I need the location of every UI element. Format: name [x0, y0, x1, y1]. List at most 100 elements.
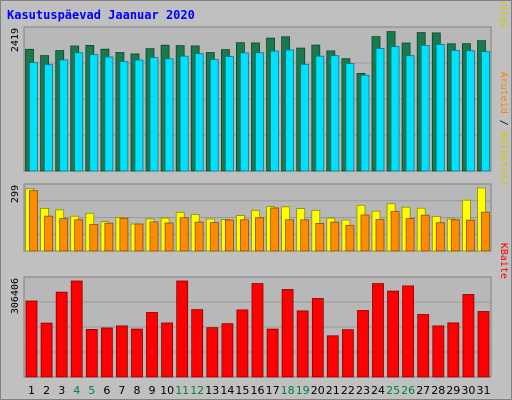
bar-kbaite-23	[357, 310, 369, 378]
bar-faile-19	[300, 64, 310, 172]
bar-faile-15	[239, 52, 249, 172]
x-tick-label: 9	[149, 384, 156, 397]
x-tick-label: 12	[190, 384, 204, 397]
x-tick-label: 3	[58, 384, 65, 397]
y-max-label: 299	[10, 185, 21, 203]
bar-aruteid-30	[465, 219, 475, 252]
bar-kbaite-1	[25, 300, 38, 378]
x-tick-label: 13	[205, 384, 219, 397]
x-tick-label: 18	[281, 384, 295, 397]
bar-aruteid-11	[179, 217, 189, 252]
x-tick-label: 25	[386, 384, 400, 397]
bar-kbaite-20	[311, 298, 324, 378]
x-tick-label: 20	[311, 384, 325, 397]
bar-faile-26	[405, 55, 415, 172]
bar-aruteid-28	[435, 222, 445, 252]
bar-faile-6	[104, 56, 114, 172]
x-tick-label: 19	[296, 384, 310, 397]
bar-kbaite-9	[146, 312, 158, 378]
legend-item: KBaite	[498, 243, 509, 279]
bar-aruteid-31	[481, 211, 490, 252]
x-tick-label: 27	[416, 384, 430, 397]
bar-kbaite-16	[251, 283, 264, 378]
bar-faile-17	[270, 50, 280, 172]
bar-kbaite-24	[372, 283, 384, 378]
bar-faile-10	[164, 58, 174, 172]
panel-mid: 299 Aruteid / Külastusi	[10, 72, 509, 252]
bar-aruteid-19	[300, 219, 310, 252]
bar-faile-3	[59, 59, 69, 172]
bar-faile-16	[255, 52, 264, 172]
bar-kbaite-12	[191, 309, 204, 378]
bar-kbaite-18	[281, 289, 294, 378]
x-tick-label: 24	[371, 384, 385, 397]
x-tick-label: 28	[431, 384, 445, 397]
bar-aruteid-24	[375, 219, 385, 252]
bar-faile-18	[285, 49, 295, 172]
bar-faile-24	[375, 48, 385, 172]
bar-kbaite-4	[70, 280, 83, 378]
bar-kbaite-5	[85, 328, 98, 378]
bar-faile-12	[194, 53, 204, 172]
bar-faile-8	[134, 59, 144, 172]
bar-aruteid-17	[270, 207, 280, 252]
y-max-label: 306406	[10, 278, 21, 314]
legend-item: Lehekülgi	[498, 1, 509, 29]
bar-kbaite-14	[221, 323, 234, 378]
bar-kbaite-3	[55, 291, 68, 378]
bar-faile-11	[179, 55, 189, 172]
bar-kbaite-7	[116, 325, 128, 378]
bar-faile-25	[390, 46, 400, 172]
x-tick-label: 6	[103, 384, 110, 397]
x-tick-label: 22	[341, 384, 355, 397]
bar-kbaite-31	[477, 311, 490, 378]
bar-aruteid-10	[164, 222, 174, 252]
bar-aruteid-1	[29, 190, 38, 252]
bar-faile-31	[481, 51, 490, 172]
bar-aruteid-12	[194, 221, 204, 252]
bar-aruteid-26	[405, 218, 415, 252]
bar-faile-30	[465, 50, 475, 172]
x-tick-label: 2	[43, 384, 50, 397]
bar-aruteid-25	[390, 211, 400, 252]
legend-item: Aruteid	[498, 72, 509, 114]
x-tick-label: 4	[73, 384, 80, 397]
bar-kbaite-25	[387, 290, 400, 378]
legend-item: /	[498, 114, 509, 132]
bar-kbaite-29	[447, 322, 460, 378]
bar-kbaite-11	[176, 280, 189, 378]
bar-faile-20	[315, 55, 325, 172]
x-tick-label: 30	[461, 384, 475, 397]
bar-kbaite-6	[101, 327, 113, 378]
bar-aruteid-5	[89, 224, 99, 252]
bar-aruteid-9	[149, 221, 159, 252]
bar-aruteid-15	[239, 219, 249, 252]
x-tick-label: 14	[220, 384, 234, 397]
bar-faile-5	[89, 54, 99, 172]
legend-label: Pöördumisi / Faile / Lehekülgi	[498, 1, 509, 29]
bar-aruteid-4	[74, 219, 84, 252]
bar-faile-21	[330, 55, 340, 172]
bar-kbaite-22	[341, 329, 354, 378]
chart-title: Kasutuspäevad Jaanuar 2020	[7, 8, 195, 22]
x-tick-label: 29	[446, 384, 460, 397]
x-tick-label: 15	[235, 384, 249, 397]
bar-aruteid-23	[360, 214, 370, 252]
bar-aruteid-13	[209, 222, 219, 252]
x-tick-label: 8	[134, 384, 141, 397]
x-tick-label: 21	[326, 384, 340, 397]
bar-faile-29	[450, 50, 460, 172]
bar-kbaite-13	[206, 327, 219, 378]
panel-bot: 306406 KBaite	[10, 243, 509, 378]
x-tick-label: 10	[160, 384, 174, 397]
bar-aruteid-14	[224, 219, 234, 252]
y-max-label: 2419	[10, 28, 21, 52]
bar-aruteid-20	[315, 222, 325, 252]
bar-aruteid-27	[420, 214, 430, 252]
bar-aruteid-22	[345, 225, 355, 252]
bar-faile-28	[435, 44, 445, 172]
bar-kbaite-17	[266, 328, 279, 378]
bar-faile-1	[29, 62, 38, 172]
bar-kbaite-8	[131, 328, 143, 378]
bar-aruteid-21	[330, 221, 340, 252]
